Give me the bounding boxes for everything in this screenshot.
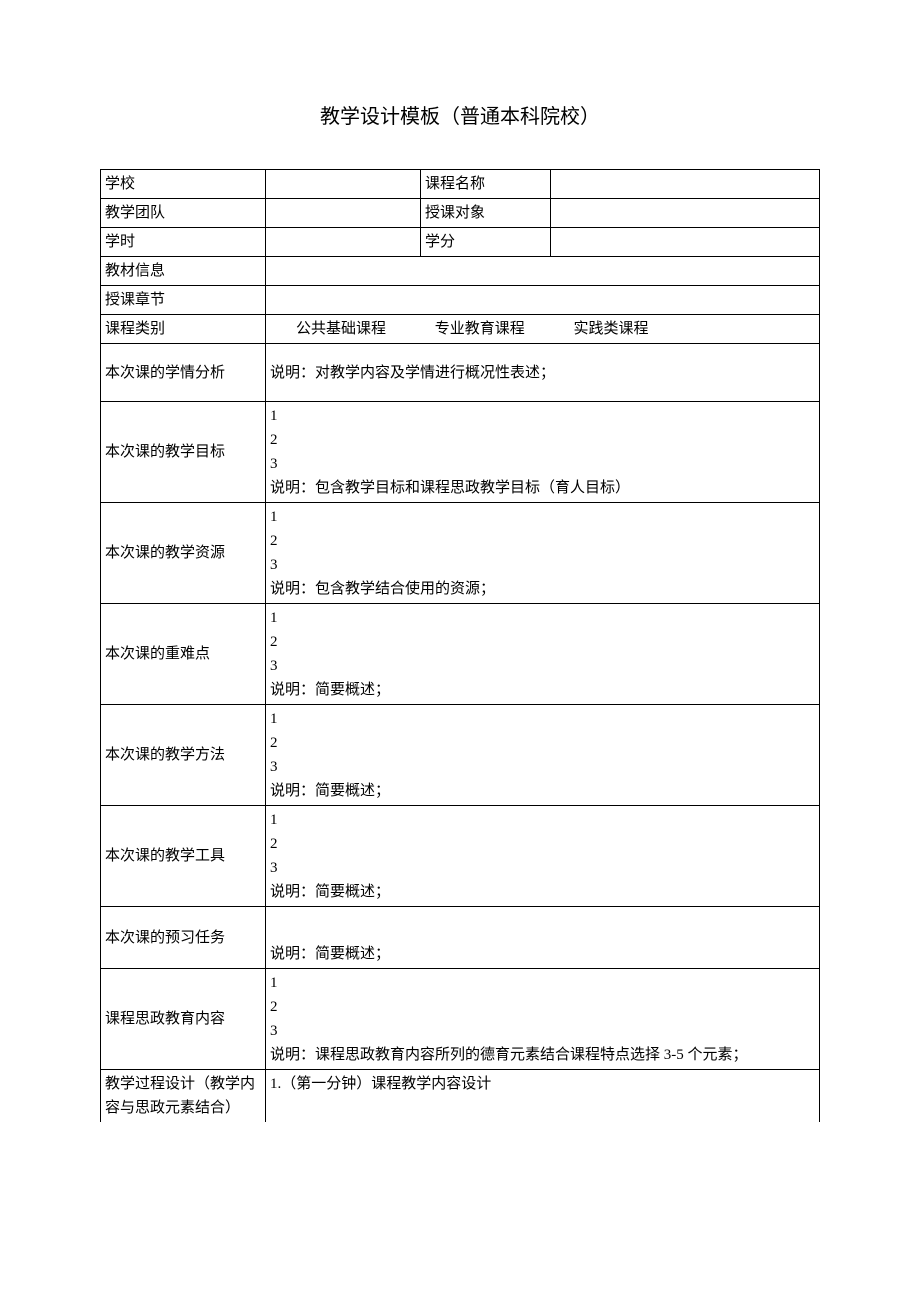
ideology-note: 说明：课程思政教育内容所列的德育元素结合课程特点选择 3-5 个元素； — [270, 1043, 815, 1067]
row-school: 学校 课程名称 — [101, 170, 820, 199]
difficulties-item-3: 3 — [270, 654, 815, 678]
row-hours: 学时 学分 — [101, 228, 820, 257]
value-team — [266, 199, 421, 228]
label-ideology: 课程思政教育内容 — [101, 969, 266, 1070]
page-title: 教学设计模板（普通本科院校） — [100, 100, 820, 129]
row-course-type: 课程类别 公共基础课程 专业教育课程 实践类课程 — [101, 315, 820, 344]
process-content: 1.（第一分钟）课程教学内容设计 — [270, 1072, 815, 1096]
methods-item-1: 1 — [270, 707, 815, 731]
tools-item-2: 2 — [270, 832, 815, 856]
course-type-option-1: 公共基础课程 — [296, 321, 386, 337]
resources-item-1: 1 — [270, 505, 815, 529]
label-team: 教学团队 — [101, 199, 266, 228]
value-textbook — [266, 257, 820, 286]
label-hours: 学时 — [101, 228, 266, 257]
preview-note: 说明：简要概述； — [270, 942, 815, 966]
value-credits — [551, 228, 820, 257]
label-methods: 本次课的教学方法 — [101, 705, 266, 806]
value-ideology: 1 2 3 说明：课程思政教育内容所列的德育元素结合课程特点选择 3-5 个元素… — [266, 969, 820, 1070]
objectives-item-1: 1 — [270, 404, 815, 428]
course-type-option-2: 专业教育课程 — [435, 321, 525, 337]
difficulties-note: 说明：简要概述； — [270, 678, 815, 702]
row-chapter: 授课章节 — [101, 286, 820, 315]
row-textbook: 教材信息 — [101, 257, 820, 286]
value-audience — [551, 199, 820, 228]
row-situation: 本次课的学情分析 说明：对教学内容及学情进行概况性表述； — [101, 344, 820, 402]
label-difficulties: 本次课的重难点 — [101, 604, 266, 705]
ideology-item-2: 2 — [270, 995, 815, 1019]
label-credits: 学分 — [421, 228, 551, 257]
value-hours — [266, 228, 421, 257]
ideology-item-1: 1 — [270, 971, 815, 995]
label-chapter: 授课章节 — [101, 286, 266, 315]
design-template-table: 学校 课程名称 教学团队 授课对象 学时 学分 教材信息 — [100, 169, 820, 1122]
objectives-item-2: 2 — [270, 428, 815, 452]
value-situation: 说明：对教学内容及学情进行概况性表述； — [266, 344, 820, 402]
label-course-name: 课程名称 — [421, 170, 551, 199]
value-tools: 1 2 3 说明：简要概述； — [266, 806, 820, 907]
label-preview: 本次课的预习任务 — [101, 907, 266, 969]
value-resources: 1 2 3 说明：包含教学结合使用的资源； — [266, 503, 820, 604]
row-resources: 本次课的教学资源 1 2 3 说明：包含教学结合使用的资源； — [101, 503, 820, 604]
row-process: 教学过程设计（教学内容与思政元素结合） 1.（第一分钟）课程教学内容设计 — [101, 1070, 820, 1123]
row-methods: 本次课的教学方法 1 2 3 说明：简要概述； — [101, 705, 820, 806]
tools-note: 说明：简要概述； — [270, 880, 815, 904]
value-difficulties: 1 2 3 说明：简要概述； — [266, 604, 820, 705]
tools-item-3: 3 — [270, 856, 815, 880]
label-situation: 本次课的学情分析 — [101, 344, 266, 402]
course-type-option-3: 实践类课程 — [574, 321, 649, 337]
value-process: 1.（第一分钟）课程教学内容设计 — [266, 1070, 820, 1123]
value-preview: 说明：简要概述； — [266, 907, 820, 969]
resources-item-3: 3 — [270, 553, 815, 577]
row-preview: 本次课的预习任务 说明：简要概述； — [101, 907, 820, 969]
difficulties-item-1: 1 — [270, 606, 815, 630]
ideology-item-3: 3 — [270, 1019, 815, 1043]
value-methods: 1 2 3 说明：简要概述； — [266, 705, 820, 806]
value-course-name — [551, 170, 820, 199]
difficulties-item-2: 2 — [270, 630, 815, 654]
label-course-type: 课程类别 — [101, 315, 266, 344]
methods-item-3: 3 — [270, 755, 815, 779]
tools-item-1: 1 — [270, 808, 815, 832]
objectives-item-3: 3 — [270, 452, 815, 476]
methods-item-2: 2 — [270, 731, 815, 755]
row-ideology: 课程思政教育内容 1 2 3 说明：课程思政教育内容所列的德育元素结合课程特点选… — [101, 969, 820, 1070]
row-team: 教学团队 授课对象 — [101, 199, 820, 228]
value-course-type: 公共基础课程 专业教育课程 实践类课程 — [266, 315, 820, 344]
situation-note: 说明：对教学内容及学情进行概况性表述； — [270, 361, 815, 385]
label-textbook: 教材信息 — [101, 257, 266, 286]
value-chapter — [266, 286, 820, 315]
label-resources: 本次课的教学资源 — [101, 503, 266, 604]
label-objectives: 本次课的教学目标 — [101, 402, 266, 503]
resources-note: 说明：包含教学结合使用的资源； — [270, 577, 815, 601]
value-objectives: 1 2 3 说明：包含教学目标和课程思政教学目标（育人目标） — [266, 402, 820, 503]
methods-note: 说明：简要概述； — [270, 779, 815, 803]
row-difficulties: 本次课的重难点 1 2 3 说明：简要概述； — [101, 604, 820, 705]
row-tools: 本次课的教学工具 1 2 3 说明：简要概述； — [101, 806, 820, 907]
resources-item-2: 2 — [270, 529, 815, 553]
objectives-note: 说明：包含教学目标和课程思政教学目标（育人目标） — [270, 476, 815, 500]
value-school — [266, 170, 421, 199]
label-tools: 本次课的教学工具 — [101, 806, 266, 907]
row-objectives: 本次课的教学目标 1 2 3 说明：包含教学目标和课程思政教学目标（育人目标） — [101, 402, 820, 503]
label-audience: 授课对象 — [421, 199, 551, 228]
label-process: 教学过程设计（教学内容与思政元素结合） — [101, 1070, 266, 1123]
label-school: 学校 — [101, 170, 266, 199]
